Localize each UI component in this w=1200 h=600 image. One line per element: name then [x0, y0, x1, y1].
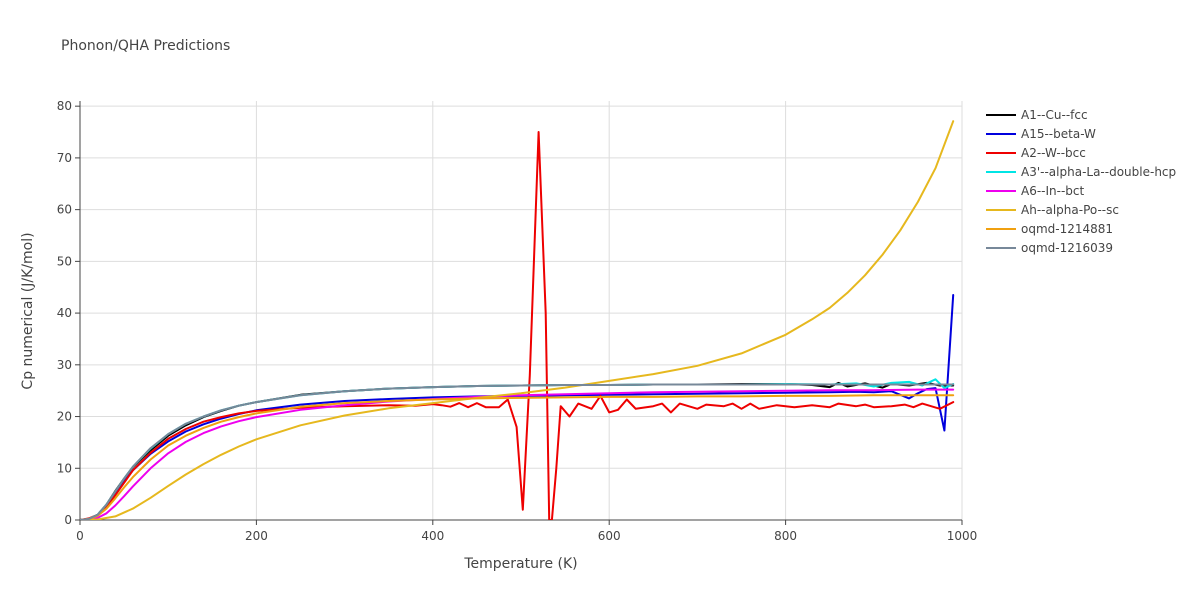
y-tick-label: 40	[57, 306, 72, 320]
series-line-oqmd-1214881[interactable]	[80, 394, 955, 520]
x-tick-label: 200	[245, 529, 268, 543]
axes: 0 200 400 600 800 1000 0 10 20 30 40 50 60 70 80	[57, 99, 978, 543]
grid	[80, 101, 963, 520]
series-line-a6-in-bct[interactable]	[80, 388, 955, 520]
legend-label: A1--Cu--fcc	[1021, 108, 1088, 122]
y-tick-label: 30	[57, 358, 72, 372]
y-tick-label: 60	[57, 203, 72, 217]
x-axis-title: Temperature (K)	[463, 556, 577, 572]
legend-label: oqmd-1214881	[1021, 222, 1113, 236]
plot-area	[80, 120, 955, 521]
y-tick-label: 0	[64, 513, 72, 527]
legend-item-a2-w-bcc[interactable]: A2--W--bcc	[986, 146, 1086, 160]
series-line-oqmd-1216039[interactable]	[80, 383, 955, 521]
legend-label: A6--In--bct	[1021, 184, 1085, 198]
legend-item-a6-in-bct[interactable]: A6--In--bct	[986, 184, 1085, 198]
y-tick-label: 80	[57, 99, 72, 113]
x-tick-label: 800	[774, 529, 797, 543]
y-tick-label: 20	[57, 410, 72, 424]
legend-label: A3'--alpha-La--double-hcp	[1021, 165, 1176, 179]
legend-item-a15-beta-w[interactable]: A15--beta-W	[986, 127, 1096, 141]
y-tick-label: 70	[57, 151, 72, 165]
legend-label: Ah--alpha-Po--sc	[1021, 203, 1119, 217]
legend-item-a1-cu-fcc[interactable]: A1--Cu--fcc	[986, 108, 1088, 122]
legend-item-oqmd-1216039[interactable]: oqmd-1216039	[986, 241, 1113, 255]
series-line-ah-alpha-po-sc[interactable]	[80, 120, 955, 520]
legend-item-oqmd-1214881[interactable]: oqmd-1214881	[986, 222, 1113, 236]
x-tick-label: 1000	[947, 529, 978, 543]
legend-item-ah-alpha-po-sc[interactable]: Ah--alpha-Po--sc	[986, 203, 1119, 217]
x-tick-label: 400	[421, 529, 444, 543]
series-line-a2-w-bcc[interactable]	[80, 131, 955, 520]
x-tick-label: 600	[598, 529, 621, 543]
x-tick-label: 0	[76, 529, 84, 543]
y-tick-label: 10	[57, 461, 72, 475]
legend-label: A2--W--bcc	[1021, 146, 1086, 160]
legend[interactable]: A1--Cu--fcc A15--beta-W A2--W--bcc A3'--alp…	[986, 108, 1176, 255]
y-axis-title: Cp numerical (J/K/mol)	[20, 232, 36, 389]
y-tick-label: 50	[57, 254, 72, 268]
chart-title: Phonon/QHA Predictions	[61, 38, 230, 54]
legend-label: oqmd-1216039	[1021, 241, 1113, 255]
legend-item-a3-alpha-la-double-hcp[interactable]: A3'--alpha-La--double-hcp	[986, 165, 1176, 179]
legend-label: A15--beta-W	[1021, 127, 1096, 141]
